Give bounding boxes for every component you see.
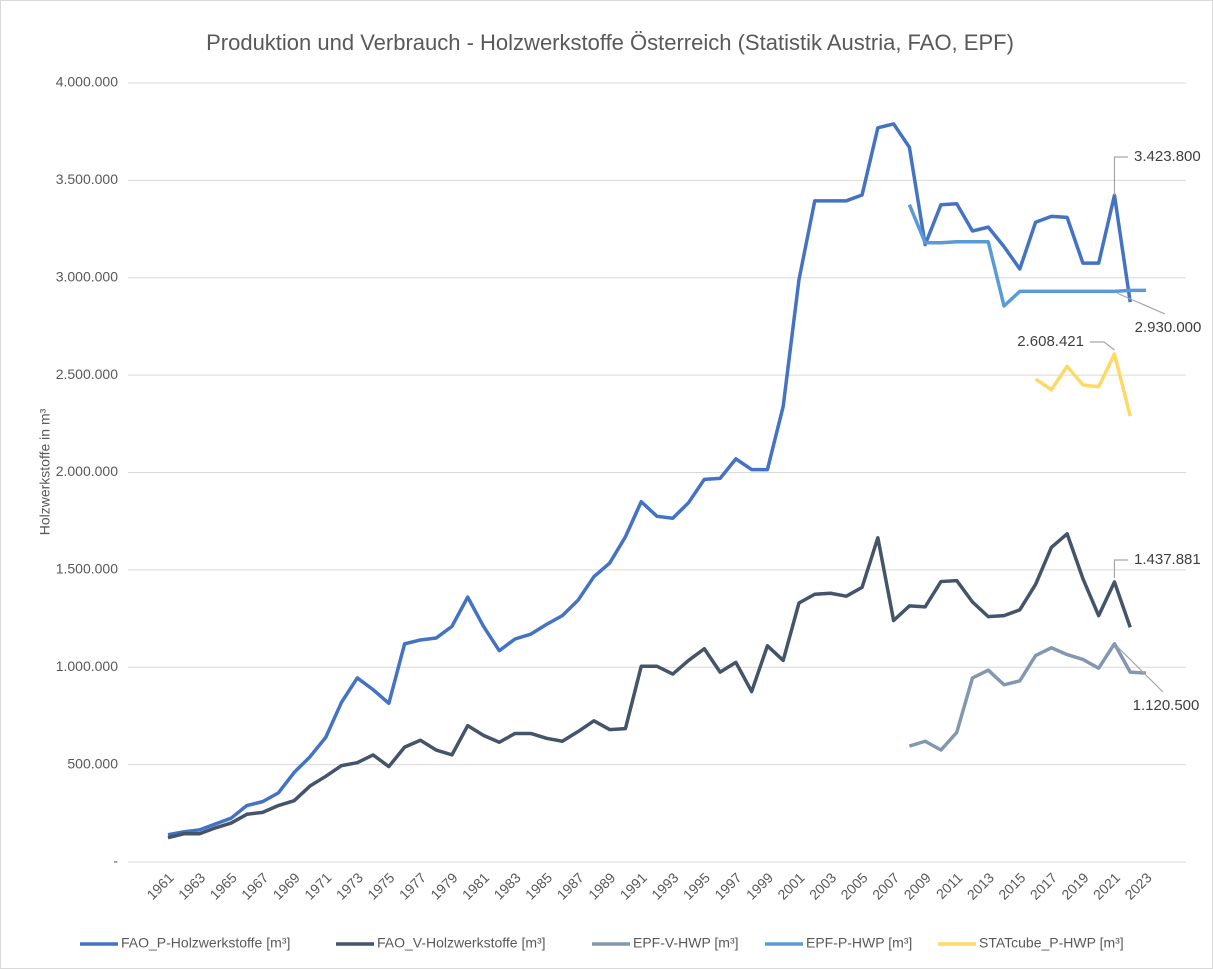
y-tick-label: 2.000.000 bbox=[56, 463, 118, 479]
series-line bbox=[908, 642, 1147, 752]
y-tick-label: 3.500.000 bbox=[56, 171, 118, 187]
series-line bbox=[907, 204, 1146, 308]
series-line bbox=[167, 122, 1132, 837]
y-axis-label: Holzwerkstoffe in m³ bbox=[37, 408, 53, 535]
data-label: 3.423.800 bbox=[1134, 148, 1201, 165]
leader-line bbox=[1117, 292, 1166, 315]
y-tick-label: 1.000.000 bbox=[56, 658, 118, 674]
leader-line bbox=[1113, 156, 1128, 196]
data-label: 1.437.881 bbox=[1134, 551, 1201, 568]
y-tick-label: 1.500.000 bbox=[56, 561, 118, 577]
y-tick-label: 4.000.000 bbox=[56, 74, 118, 90]
data-label: 1.120.500 bbox=[1133, 697, 1200, 714]
leader-line bbox=[1117, 646, 1164, 693]
leader-line bbox=[1113, 559, 1128, 578]
chart-title: Produktion und Verbrauch - Holzwerkstoff… bbox=[206, 30, 1014, 55]
data-label: 2.608.421 bbox=[1017, 333, 1084, 350]
y-tick-label: - bbox=[113, 853, 118, 869]
leader-line bbox=[1090, 341, 1115, 351]
legend-label: STATcube_P-HWP [m³] bbox=[979, 935, 1124, 951]
series-line bbox=[167, 532, 1132, 840]
y-tick-label: 2.500.000 bbox=[56, 366, 118, 382]
y-tick-label: 500.000 bbox=[67, 755, 118, 771]
y-tick-label: 3.000.000 bbox=[56, 268, 118, 284]
data-label: 2.930.000 bbox=[1135, 319, 1202, 336]
legend-label: FAO_V-Holzwerkstoffe [m³] bbox=[377, 935, 546, 951]
legend-label: EPF-P-HWP [m³] bbox=[806, 935, 912, 951]
series-line bbox=[1034, 352, 1132, 417]
legend-label: EPF-V-HWP [m³] bbox=[633, 935, 739, 951]
legend-label: FAO_P-Holzwerkstoffe [m³] bbox=[121, 935, 290, 951]
